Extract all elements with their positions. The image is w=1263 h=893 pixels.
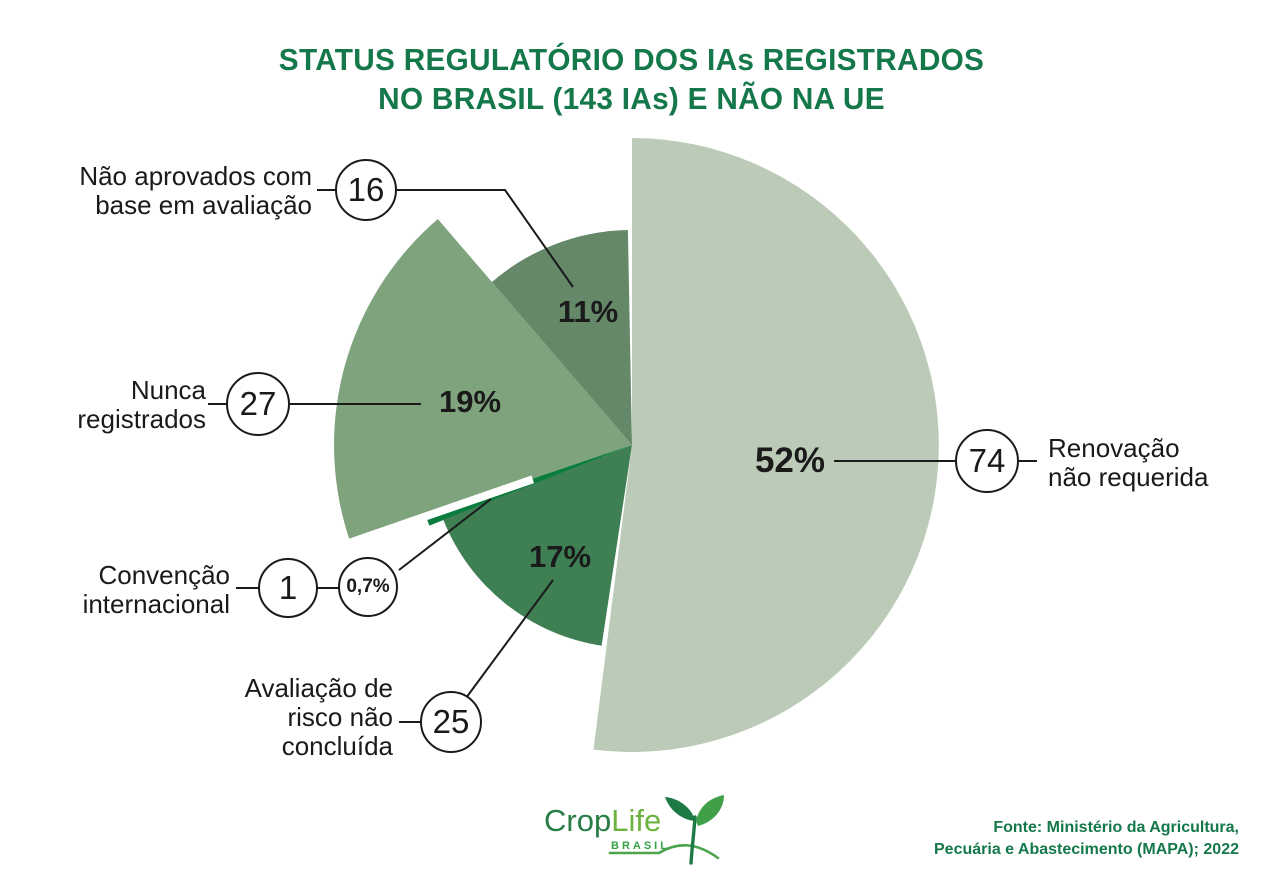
logo-crop-text: Crop <box>544 803 612 838</box>
callout-count-avaliacao: 25 <box>420 691 482 753</box>
callout-pct-convencao: 0,7% <box>338 557 398 617</box>
callout-count-nao-aprovados: 16 <box>335 159 397 221</box>
label-convencao-line1: Convenção <box>98 560 230 590</box>
slice-separator-gap <box>332 475 535 552</box>
label-renovacao-line1: Renovação <box>1048 433 1180 463</box>
label-avaliacao-line2: risco não <box>287 702 394 732</box>
source-line2: Pecuária e Abastecimento (MAPA); 2022 <box>934 841 1239 858</box>
label-convencao: Convenção internacional <box>40 561 230 619</box>
sprout-icon <box>608 795 724 865</box>
slice-convencao <box>425 445 632 526</box>
callout-count-nunca: 27 <box>226 372 290 436</box>
page-title: STATUS REGULATÓRIO DOS IAs REGISTRADOS N… <box>25 40 1237 118</box>
label-avaliacao: Avaliação de risco não concluída <box>150 674 393 761</box>
logo-brasil-text: BRASIL <box>611 840 670 852</box>
slice-avaliacao <box>443 445 632 646</box>
leader-line-6 <box>398 498 492 571</box>
slice-nao-aprovados <box>491 230 632 445</box>
label-renovacao-line2: não requerida <box>1048 462 1209 492</box>
callout-count-convencao: 1 <box>258 558 318 618</box>
slice-label-nunca-pct: 19% <box>438 384 502 419</box>
source-line1: Fonte: Ministério da Agricultura, <box>993 819 1239 836</box>
slice-nunca <box>334 219 632 543</box>
label-nunca-line1: Nunca <box>130 375 206 405</box>
title-line-2: NO BRASIL (143 IAs) E NÃO NA UE <box>378 81 885 116</box>
logo-life-text: Life <box>611 803 662 838</box>
logo-wordmark: CropLife <box>544 803 661 839</box>
label-nunca-line2: registrados <box>77 404 206 434</box>
label-renovacao: Renovação não requerida <box>1048 434 1208 492</box>
callout-count-renovacao: 74 <box>955 429 1019 493</box>
slice-renovacao <box>593 138 939 752</box>
leader-line-8 <box>465 579 554 699</box>
title-line-1: STATUS REGULATÓRIO DOS IAs REGISTRADOS <box>278 42 985 77</box>
label-avaliacao-line1: Avaliação de <box>244 673 393 703</box>
label-avaliacao-line3: concluída <box>281 731 393 761</box>
label-nunca-registrados: Nunca registrados <box>40 376 206 434</box>
source-attribution: Fonte: Ministério da Agricultura, Pecuár… <box>759 817 1239 861</box>
label-nao-aprovados-line1: Não aprovados com <box>79 161 312 191</box>
label-convencao-line2: internacional <box>82 589 230 619</box>
label-nao-aprovados-line2: base em avaliação <box>95 190 312 220</box>
leader-line-1 <box>397 189 574 288</box>
slice-label-renovacao-pct: 52% <box>754 441 826 480</box>
slice-label-nao-aprovados-pct: 11% <box>557 294 619 329</box>
label-nao-aprovados: Não aprovados com base em avaliação <box>40 162 312 220</box>
croplife-brasil-logo: CropLife BRASIL <box>540 795 740 875</box>
slice-label-avaliacao-pct: 17% <box>528 539 592 574</box>
